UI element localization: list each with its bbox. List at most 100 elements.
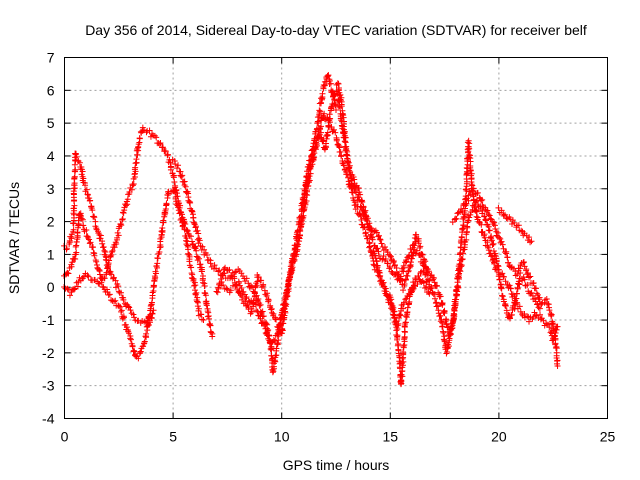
x-tick-label: 0 xyxy=(61,429,69,445)
data-point xyxy=(410,249,417,256)
data-point xyxy=(408,255,415,262)
data-point xyxy=(135,143,142,150)
data-point xyxy=(401,299,408,306)
data-point xyxy=(248,282,255,289)
data-point xyxy=(364,215,371,222)
data-point xyxy=(496,234,503,241)
data-point xyxy=(292,242,299,249)
data-point xyxy=(390,257,397,264)
data-point xyxy=(255,295,262,302)
data-point xyxy=(509,217,516,224)
data-point xyxy=(191,282,198,289)
data-point xyxy=(183,241,190,248)
data-point xyxy=(346,162,353,169)
data-point xyxy=(136,135,143,142)
data-point xyxy=(118,307,125,314)
data-point xyxy=(199,243,206,250)
data-point xyxy=(90,249,97,256)
data-point xyxy=(531,295,538,302)
data-point xyxy=(163,200,170,207)
data-point xyxy=(108,251,115,258)
data-point xyxy=(172,189,179,196)
data-point xyxy=(77,212,84,219)
data-point xyxy=(447,332,454,339)
data-point xyxy=(243,275,250,282)
data-point xyxy=(271,338,278,345)
data-point xyxy=(350,173,357,180)
data-point xyxy=(530,280,537,287)
data-point xyxy=(396,311,403,318)
data-point xyxy=(253,282,260,289)
data-point xyxy=(317,100,324,107)
data-point xyxy=(201,246,208,253)
data-point xyxy=(126,330,133,337)
data-point xyxy=(309,151,316,158)
data-point xyxy=(546,324,553,331)
data-point xyxy=(206,321,213,328)
data-point xyxy=(443,320,450,327)
data-point xyxy=(500,245,507,252)
data-point xyxy=(487,215,494,222)
data-point xyxy=(99,240,106,247)
data-point xyxy=(73,238,80,245)
data-point xyxy=(200,317,207,324)
data-point xyxy=(498,238,505,245)
data-point xyxy=(481,234,488,241)
data-point xyxy=(112,277,119,284)
data-point xyxy=(364,235,371,242)
data-point xyxy=(427,285,434,292)
data-point xyxy=(194,227,201,234)
data-point xyxy=(231,275,238,282)
data-point xyxy=(130,180,137,187)
data-point xyxy=(439,301,446,308)
data-point xyxy=(127,335,134,342)
data-point xyxy=(108,249,115,256)
data-point xyxy=(199,279,206,286)
data-point xyxy=(543,320,550,327)
data-point xyxy=(401,322,408,329)
data-point xyxy=(129,343,136,350)
data-point xyxy=(463,236,470,243)
data-point xyxy=(204,252,211,259)
data-point xyxy=(554,357,561,364)
data-point xyxy=(265,298,272,305)
data-point xyxy=(312,144,319,151)
data-point xyxy=(548,312,555,319)
data-point xyxy=(298,200,305,207)
x-tick-label: 25 xyxy=(600,429,616,445)
data-point xyxy=(400,287,407,294)
data-point xyxy=(546,307,553,314)
data-point xyxy=(184,227,191,234)
data-point xyxy=(195,230,202,237)
data-point xyxy=(493,258,500,265)
data-point xyxy=(458,234,465,241)
data-point xyxy=(548,320,555,327)
data-point xyxy=(458,240,465,247)
data-point xyxy=(264,332,271,339)
data-point xyxy=(100,244,107,251)
data-point xyxy=(524,281,531,288)
data-point xyxy=(98,279,105,286)
data-point xyxy=(74,230,81,237)
data-point xyxy=(345,174,352,181)
data-point xyxy=(346,168,353,175)
data-point xyxy=(85,273,92,280)
data-point xyxy=(499,241,506,248)
data-point xyxy=(535,304,542,311)
data-point xyxy=(282,300,289,307)
data-point xyxy=(250,297,257,304)
data-point xyxy=(514,285,521,292)
data-point xyxy=(233,281,240,288)
data-point xyxy=(110,298,117,305)
data-point xyxy=(129,182,136,189)
plot-frame xyxy=(64,57,608,419)
data-point xyxy=(66,292,73,299)
data-point xyxy=(104,264,111,271)
data-point xyxy=(405,267,412,274)
data-point xyxy=(133,156,140,163)
data-point xyxy=(327,80,334,87)
data-point xyxy=(372,255,379,262)
data-point xyxy=(465,137,472,144)
data-point xyxy=(467,211,474,218)
data-point xyxy=(374,245,381,252)
